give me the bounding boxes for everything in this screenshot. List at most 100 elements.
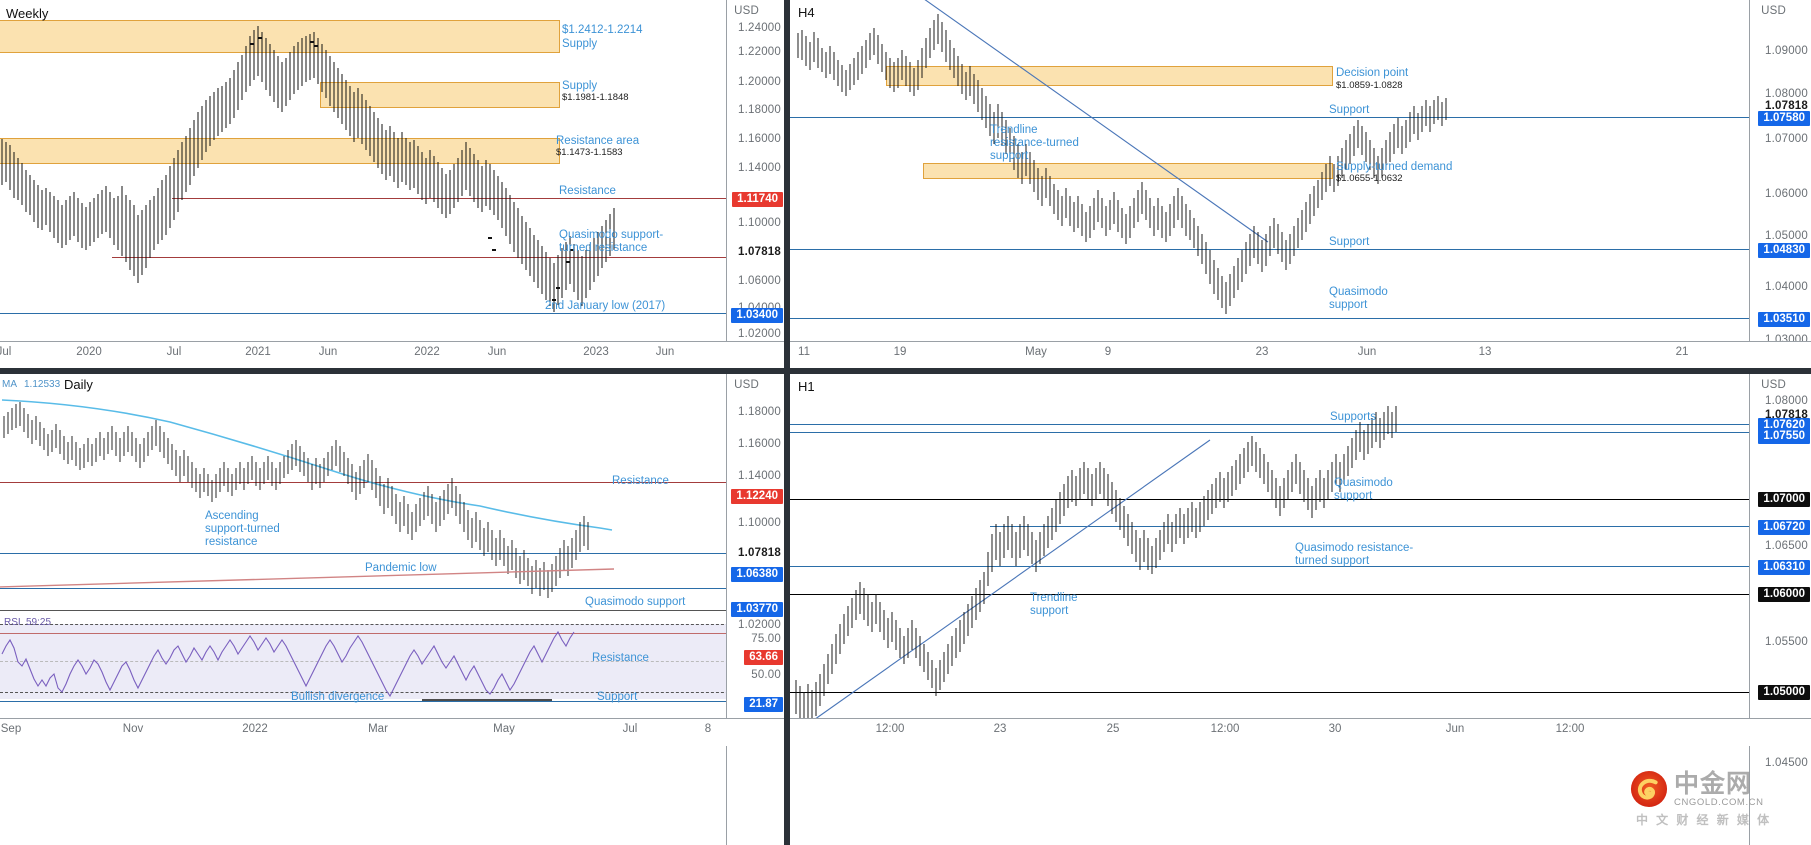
h4-title: H4 [798, 5, 815, 20]
daily-level-pandemic-low [0, 553, 784, 554]
axis-tick: 1.10000 [738, 217, 781, 229]
time-tick: 12:00 [1555, 723, 1585, 735]
daily-rsi-resistance [0, 633, 784, 634]
daily-ma-label: MA [2, 379, 17, 390]
horizontal-separator-right [790, 368, 1811, 374]
time-tick: 2023 [583, 346, 609, 358]
h4-annotation-decision-point-label: Decision point [1336, 67, 1409, 79]
axis-chip-quasimodo-support[interactable]: 1.06720 [1758, 520, 1810, 535]
time-tick: 21 [1675, 346, 1689, 358]
weekly-candles [1, 26, 615, 312]
panel-h1[interactable]: H1 Supports Quasimodo support Quasimodo … [790, 374, 1811, 845]
axis-tick: 1.18000 [738, 104, 781, 116]
time-tick: 30 [1328, 723, 1342, 735]
h1-price-axis[interactable]: USD 1.08000 1.07818 1.07620 1.07550 1.07… [1749, 374, 1811, 845]
axis-tick: 1.16000 [738, 438, 781, 450]
h1-time-axis[interactable]: 12:00 23 25 12:00 30 Jun 12:00 [790, 718, 1811, 746]
time-tick: Sep [0, 723, 22, 735]
daily-time-axis[interactable]: Sep Nov 2022 Mar May Jul 8 [0, 718, 784, 746]
axis-chip-daily-quasimodo[interactable]: 1.03770 [731, 602, 783, 617]
time-tick: 8 [704, 723, 712, 735]
axis-chip-quasimodo-resistance[interactable]: 1.06310 [1758, 560, 1810, 575]
watermark: 中金网 CNGOLD.COM.CN 中 文 财 经 新 媒 体 [1630, 770, 1771, 828]
time-tick: 23 [993, 723, 1007, 735]
axis-currency: USD [1761, 379, 1786, 391]
axis-tick-current: 1.07818 [738, 246, 781, 258]
axis-tick: 1.14000 [738, 162, 781, 174]
daily-plot-area[interactable]: MA 1.12533 Daily Resistance Ascending su… [0, 374, 784, 845]
weekly-price-axis[interactable]: USD 1.24000 1.22000 1.20000 1.18000 1.16… [726, 0, 784, 368]
h1-annotation-quasimodo-support: Quasimodo support [1334, 477, 1393, 502]
h4-annotation-decision-point-price: $1.0859-1.0828 [1336, 80, 1403, 91]
time-tick: 25 [1106, 723, 1120, 735]
axis-chip-rsi-resistance[interactable]: 63.66 [744, 650, 783, 665]
h1-level-support-2 [790, 432, 1811, 433]
axis-chip-2017low[interactable]: 1.03400 [731, 308, 783, 323]
axis-tick: 1.16000 [738, 133, 781, 145]
watermark-title: 中金网 [1674, 768, 1753, 798]
daily-rsi-value: 59:25 [26, 617, 52, 628]
h4-annotation-supply-turned-demand-price: $1.0655-1.0632 [1336, 173, 1403, 184]
weekly-time-axis[interactable]: Jul 2020 Jul 2021 Jun 2022 Jun 2023 Jun [0, 341, 784, 368]
axis-chip-105000[interactable]: 1.05000 [1758, 685, 1810, 700]
time-tick: 11 [798, 346, 810, 358]
weekly-title: Weekly [6, 6, 49, 21]
daily-title: Daily [64, 377, 93, 392]
axis-chip-quasimodo[interactable]: 1.03510 [1758, 312, 1810, 327]
axis-tick: 1.09000 [1765, 45, 1808, 57]
h4-level-quasimodo-support [790, 318, 1811, 319]
time-tick: 12:00 [875, 723, 905, 735]
axis-chip-support-lower[interactable]: 1.04830 [1758, 243, 1810, 258]
time-tick: 2020 [76, 346, 102, 358]
h4-annotation-supply-turned-demand-label: Supply-turned demand [1336, 161, 1453, 173]
axis-chip-107000[interactable]: 1.07000 [1758, 492, 1810, 507]
panel-h4[interactable]: Decision point $1.0859-1.0828 Support Tr… [790, 0, 1811, 368]
time-tick: Jun [1357, 346, 1377, 358]
daily-price-axis[interactable]: USD 1.18000 1.16000 1.14000 1.12240 1.10… [726, 374, 784, 845]
time-tick: Jul [166, 346, 182, 358]
daily-annotation-rsi-support: Support [597, 691, 638, 703]
axis-tick-current: 1.07818 [738, 547, 781, 559]
daily-level-bottom-divider [0, 610, 784, 611]
panel-daily[interactable]: MA 1.12533 Daily Resistance Ascending su… [0, 374, 784, 845]
h4-price-axis[interactable]: USD 1.09000 1.08000 1.07818 1.07580 1.07… [1749, 0, 1811, 368]
h4-level-support-upper [790, 117, 1811, 118]
h1-level-quasimodo-support [990, 526, 1811, 527]
time-tick: May [493, 723, 515, 735]
h1-level-106000 [790, 594, 1811, 595]
h1-annotation-supports: Supports [1330, 411, 1377, 423]
axis-chip-resistance[interactable]: 1.11740 [732, 192, 783, 207]
axis-chip-106000[interactable]: 1.06000 [1758, 587, 1810, 602]
axis-tick: 1.02000 [738, 619, 781, 631]
axis-currency: USD [734, 5, 759, 17]
time-tick: 23 [1255, 346, 1269, 358]
daily-annotation-pandemic-low: Pandemic low [365, 562, 437, 574]
axis-tick-lower: 1.04500 [1765, 757, 1808, 769]
weekly-plot-area[interactable]: $1.2412-1.2214 Supply Supply $1.1981-1.1… [0, 0, 784, 368]
time-tick: May [1025, 346, 1047, 358]
daily-annotation-ascending-sr: Ascending support-turned resistance [205, 510, 280, 548]
h4-plot-area[interactable]: Decision point $1.0859-1.0828 Support Tr… [790, 0, 1811, 368]
axis-chip-daily-resistance[interactable]: 1.12240 [731, 489, 783, 504]
axis-chip-support-2[interactable]: 1.07550 [1758, 429, 1810, 444]
h1-plot-area[interactable]: H1 Supports Quasimodo support Quasimodo … [790, 374, 1811, 845]
cngold-logo-icon [1630, 770, 1668, 808]
time-tick: 12:00 [1210, 723, 1240, 735]
axis-chip-rsi-support[interactable]: 21.87 [744, 697, 783, 712]
h4-annotation-quasimodo-support: Quasimodo support [1329, 286, 1388, 311]
panel-weekly[interactable]: $1.2412-1.2214 Supply Supply $1.1981-1.1… [0, 0, 784, 368]
time-tick: Jun [1445, 723, 1465, 735]
axis-tick: 1.18000 [738, 406, 781, 418]
time-tick: Jun [655, 346, 675, 358]
daily-rsi-support [0, 701, 784, 702]
axis-tick: 1.24000 [738, 22, 781, 34]
h4-annotation-support-upper: Support [1329, 104, 1370, 116]
axis-tick: 1.08000 [1765, 395, 1808, 407]
weekly-zone-resistance-area [0, 138, 560, 164]
weekly-annotation-supply-2-label: Supply [562, 80, 598, 92]
h4-time-axis[interactable]: 11 19 May 9 23 Jun 13 21 [790, 341, 1811, 368]
axis-chip-pandemic-low[interactable]: 1.06380 [731, 567, 783, 582]
h4-annotation-support-lower: Support [1329, 236, 1370, 248]
time-tick: Mar [368, 723, 388, 735]
axis-chip-support-upper[interactable]: 1.07580 [1758, 111, 1810, 126]
